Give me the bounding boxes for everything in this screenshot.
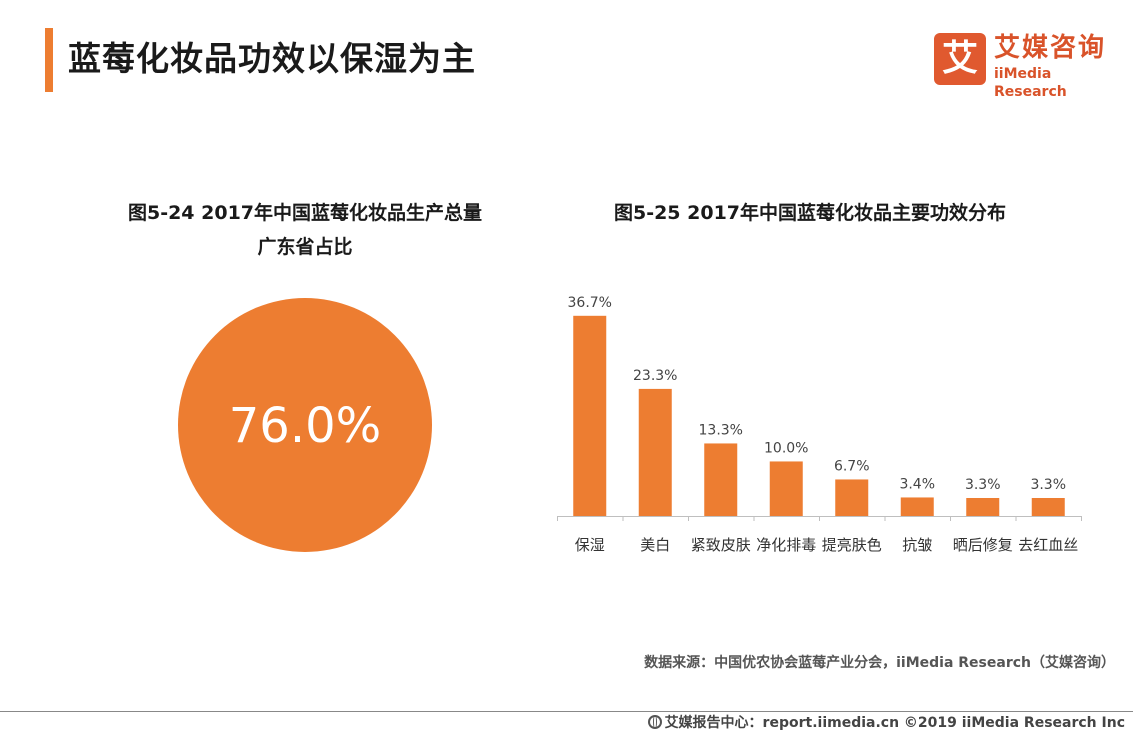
x-tick-label: 提亮肤色 — [822, 536, 882, 554]
bar — [1031, 497, 1065, 516]
x-tick-label: 美白 — [640, 536, 670, 554]
pie-chart: 76.0% — [178, 298, 432, 552]
x-tick-label: 晒后修复 — [953, 536, 1013, 554]
x-tick-label: 紧致皮肤 — [691, 536, 751, 554]
globe-icon — [647, 715, 662, 729]
x-tick-label: 净化排毒 — [756, 536, 816, 554]
footer-divider — [0, 711, 1133, 712]
bar — [573, 315, 607, 516]
bar-value-label: 23.3% — [633, 368, 677, 384]
logo-en-text: iiMedia Research — [994, 66, 1067, 100]
bar — [835, 479, 869, 516]
footer-copyright: 艾媒报告中心：report.iimedia.cn ©2019 iiMedia R… — [647, 712, 1125, 734]
logo-mark: 艾 — [934, 33, 986, 85]
x-tick-label: 保湿 — [575, 536, 605, 554]
bar — [900, 497, 934, 516]
bar — [638, 388, 672, 516]
data-source: 数据来源：中国优农协会蓝莓产业分会，iiMedia Research（艾媒咨询） — [644, 655, 1115, 671]
pie-chart-title-line1: 图5-24 2017年中国蓝莓化妆品生产总量 — [127, 202, 483, 224]
bar-value-label: 3.3% — [1030, 477, 1066, 493]
bar — [704, 443, 738, 516]
pie-slice — [178, 298, 432, 552]
x-tick-label: 抗皱 — [902, 536, 932, 554]
x-tick-label: 去红血丝 — [1018, 536, 1078, 554]
bar-value-label: 3.4% — [899, 476, 935, 492]
page-title: 蓝莓化妆品功效以保湿为主 — [68, 39, 476, 78]
pie-chart-title-line2: 广东省占比 — [257, 236, 353, 258]
pie-value-label: 76.0% — [229, 398, 381, 454]
bar-value-label: 10.0% — [764, 440, 808, 456]
bar-chart-title: 图5-25 2017年中国蓝莓化妆品主要功效分布 — [613, 202, 1007, 224]
bar-chart: 36.7% 保湿 23.3% 美白 13.3% 紧致皮肤 10.0% 净化排毒 6.7% 提亮肤色… — [557, 295, 1082, 554]
iimedia-logo: 艾 艾媒咨询 iiMedia Research — [934, 33, 1119, 100]
title-accent-bar — [45, 28, 53, 92]
pie-chart-title: 图5-24 2017年中国蓝莓化妆品生产总量 广东省占比 — [80, 196, 530, 264]
bar-value-label: 13.3% — [699, 422, 743, 438]
bar-value-label: 3.3% — [965, 477, 1001, 493]
bar-value-label: 6.7% — [834, 458, 870, 474]
bar — [966, 497, 1000, 516]
bar — [769, 461, 803, 516]
footer-copyright-text: 艾媒报告中心：report.iimedia.cn ©2019 iiMedia R… — [664, 715, 1125, 731]
logo-cn-text: 艾媒咨询 — [994, 33, 1107, 63]
bar-value-label: 36.7% — [568, 295, 612, 311]
